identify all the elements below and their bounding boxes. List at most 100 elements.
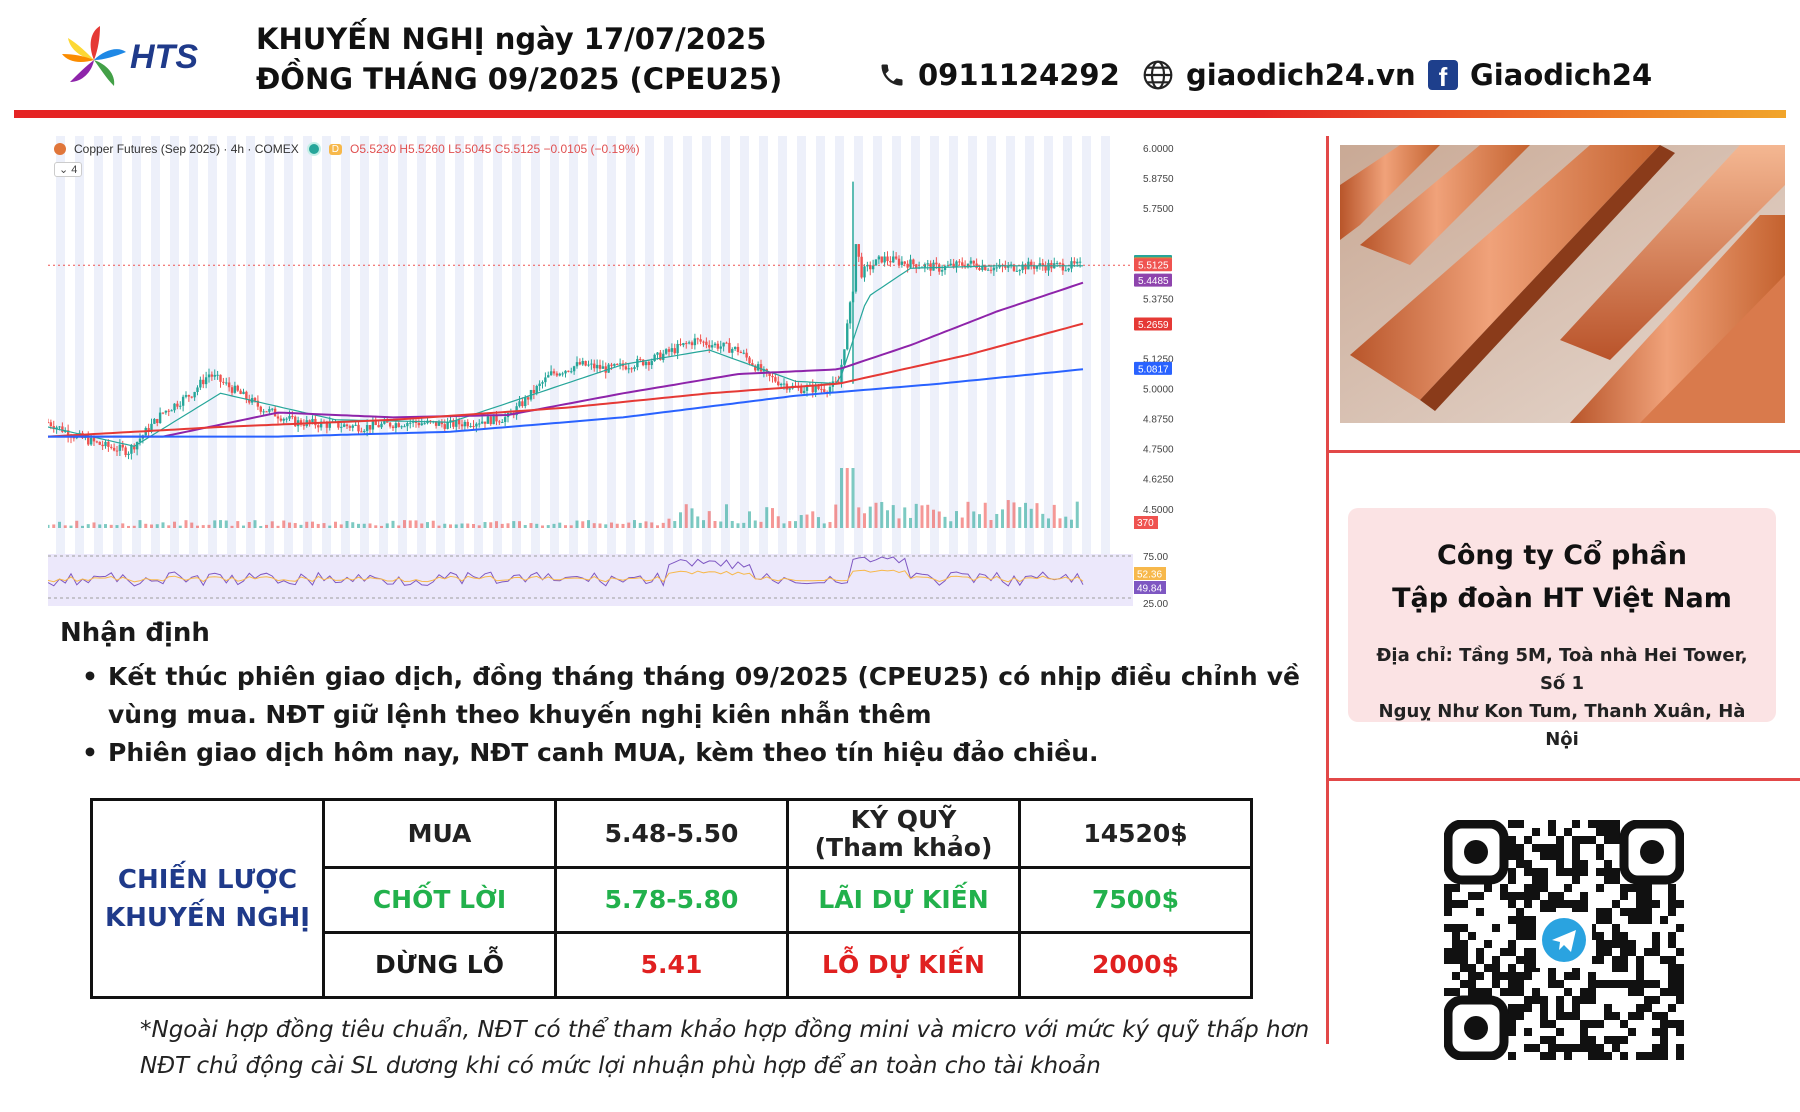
candle-body bbox=[535, 386, 538, 394]
qr-module bbox=[1524, 892, 1532, 900]
qr-module bbox=[1676, 1044, 1684, 1052]
candle-body bbox=[610, 364, 613, 366]
contact-facebook[interactable]: f Giaodich24 bbox=[1428, 58, 1652, 92]
session-band bbox=[227, 136, 236, 596]
qr-module bbox=[1524, 1028, 1532, 1036]
qr-finder bbox=[1619, 820, 1684, 885]
qr-module bbox=[1548, 1036, 1556, 1044]
qr-module bbox=[1572, 868, 1580, 876]
y-tick-label: 4.5000 bbox=[1143, 505, 1174, 516]
qr-module bbox=[1484, 884, 1492, 892]
session-band bbox=[436, 136, 445, 596]
candle-body bbox=[547, 375, 550, 378]
qr-module bbox=[1628, 940, 1636, 948]
qr-module bbox=[1596, 1020, 1604, 1028]
qr-module bbox=[1604, 948, 1612, 956]
candle-body bbox=[472, 425, 475, 427]
qr-module bbox=[1644, 996, 1652, 1004]
candle-body bbox=[705, 341, 708, 345]
candle-body bbox=[397, 423, 400, 428]
price-badge-label: 5.5125 bbox=[1138, 261, 1169, 272]
candle-body bbox=[696, 338, 699, 340]
candle-body bbox=[984, 265, 987, 271]
qr-module bbox=[1476, 972, 1484, 980]
volume-bar bbox=[788, 521, 792, 528]
chart-symbol: Copper Futures (Sep 2025) · 4h · COMEX bbox=[74, 142, 299, 156]
volume-badge bbox=[1134, 516, 1158, 529]
volume-bar bbox=[541, 525, 544, 528]
contact-website[interactable]: giaodich24.vn bbox=[1142, 58, 1416, 92]
qr-module bbox=[1660, 1012, 1668, 1020]
qr-module bbox=[1556, 836, 1564, 844]
volume-bar bbox=[753, 520, 757, 528]
candle-body bbox=[779, 383, 783, 386]
qr-module bbox=[1604, 980, 1612, 988]
candle-body bbox=[664, 349, 668, 354]
qr-module bbox=[1460, 900, 1468, 908]
volume-bar bbox=[794, 521, 797, 528]
qr-module bbox=[1476, 892, 1484, 900]
session-band bbox=[360, 136, 369, 596]
qr-module bbox=[1636, 884, 1644, 892]
candle-body bbox=[1012, 264, 1016, 271]
chart-ohlc: O5.5230 H5.5260 L5.5045 C5.5125 −0.0105 … bbox=[350, 142, 640, 156]
qr-module bbox=[1620, 980, 1628, 988]
qr-module bbox=[1516, 972, 1524, 980]
candle-body bbox=[135, 441, 139, 450]
candle-body bbox=[814, 385, 817, 393]
volume-bar bbox=[52, 524, 56, 528]
session-band bbox=[569, 136, 578, 596]
volume-bar bbox=[512, 521, 516, 528]
candle-body bbox=[860, 256, 863, 278]
volume-bar bbox=[322, 523, 326, 528]
qr-module bbox=[1452, 948, 1460, 956]
qr-module bbox=[1612, 924, 1620, 932]
candle-body bbox=[1073, 261, 1076, 264]
price-chart[interactable]: 6.0000 5.8750 5.7500 5.3750 5.1250 5.0000 4.87… bbox=[48, 136, 1310, 608]
candle-body bbox=[903, 261, 906, 264]
volume-bar bbox=[109, 524, 113, 528]
rsi-badge bbox=[1134, 581, 1166, 594]
qr-module bbox=[1580, 996, 1588, 1004]
volume-bar bbox=[403, 520, 406, 528]
contact-phone[interactable]: 0911124292 bbox=[878, 58, 1120, 92]
qr-module bbox=[1516, 924, 1524, 932]
volume-bar bbox=[983, 502, 987, 528]
qr-module bbox=[1452, 988, 1460, 996]
qr-code-telegram[interactable] bbox=[1444, 820, 1684, 1060]
volume-bar bbox=[690, 508, 694, 528]
qr-module bbox=[1580, 1020, 1588, 1028]
candle-body bbox=[670, 348, 674, 352]
qr-module bbox=[1524, 972, 1532, 980]
candle-body bbox=[900, 261, 904, 265]
volume-bar bbox=[305, 521, 309, 528]
volume-bar bbox=[345, 520, 349, 528]
volume-bar bbox=[564, 525, 567, 528]
volume-bar bbox=[926, 504, 930, 528]
candle-body bbox=[751, 363, 754, 366]
qr-module bbox=[1668, 932, 1676, 940]
session-band bbox=[816, 136, 825, 596]
candle-body bbox=[892, 256, 895, 263]
candle-body bbox=[946, 265, 950, 267]
candle-body bbox=[104, 441, 107, 447]
volume-bar bbox=[207, 524, 211, 528]
y-tick-label: 6.0000 bbox=[1143, 144, 1174, 155]
qr-module bbox=[1556, 1004, 1564, 1012]
qr-module bbox=[1604, 876, 1612, 884]
volume-bar bbox=[1035, 503, 1039, 528]
candle-body bbox=[230, 387, 234, 393]
candle-body bbox=[710, 345, 714, 348]
facebook-icon: f bbox=[1428, 60, 1458, 90]
qr-module bbox=[1540, 844, 1548, 852]
legend-collapse-button[interactable]: ⌄ 4 bbox=[54, 162, 83, 177]
candle-body bbox=[357, 424, 360, 432]
candle-body bbox=[854, 244, 858, 292]
volume-bar bbox=[339, 524, 343, 528]
candle-body bbox=[926, 263, 929, 265]
qr-module bbox=[1484, 988, 1492, 996]
candle-body bbox=[452, 420, 455, 427]
candle-body bbox=[239, 390, 242, 395]
qr-module bbox=[1596, 868, 1604, 876]
volume-bar bbox=[610, 522, 613, 528]
